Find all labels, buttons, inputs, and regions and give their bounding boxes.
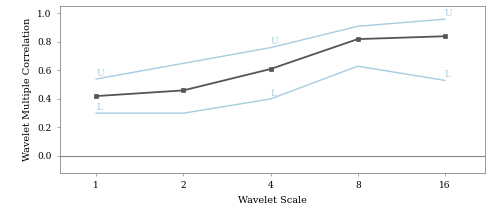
Text: U: U [270,37,278,46]
Text: U: U [96,69,104,78]
Text: L: L [445,70,451,79]
Text: L: L [96,103,102,112]
Text: U: U [445,9,452,18]
Text: L: L [270,88,276,97]
Y-axis label: Wavelet Multiple Correlation: Wavelet Multiple Correlation [22,18,32,161]
X-axis label: Wavelet Scale: Wavelet Scale [238,196,307,205]
